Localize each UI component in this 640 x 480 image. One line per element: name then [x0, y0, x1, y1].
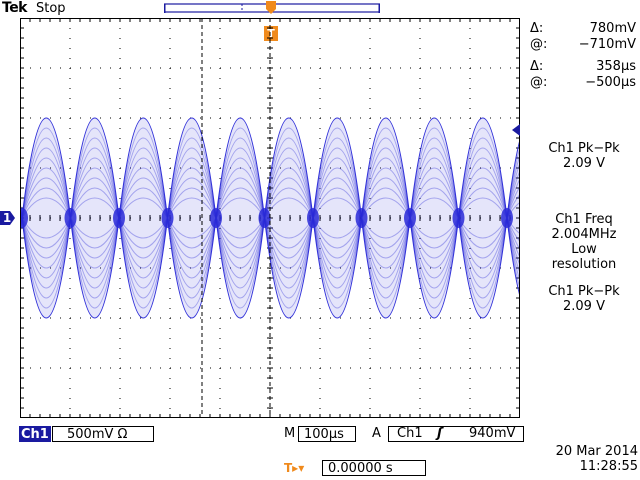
- trigger-offset-icon: T▸▾: [284, 461, 305, 475]
- at-symbol: @:: [530, 75, 548, 90]
- measurement-2-note-2: resolution: [551, 257, 617, 272]
- measurement-1-value: 2.09 V: [563, 156, 605, 171]
- ch1-scale[interactable]: 500mV Ω: [52, 426, 154, 442]
- acquisition-state: Stop: [36, 1, 66, 16]
- measurement-2-label: Ch1 Freq: [555, 212, 613, 227]
- top-bar: Tek Stop: [0, 0, 640, 18]
- cursor-amplitude-at-value: −710mV: [578, 37, 636, 52]
- timebase-prefix: M: [284, 426, 296, 441]
- cursor-time-at-value: −500µs: [585, 75, 636, 90]
- at-symbol: @:: [530, 37, 548, 52]
- rising-edge-icon: ʃ: [437, 426, 443, 441]
- delta-symbol: Δ:: [530, 21, 544, 36]
- measurement-3-label: Ch1 Pk−Pk: [548, 284, 620, 299]
- trigger-prefix: A: [372, 426, 381, 441]
- brand-logo: Tek: [2, 0, 28, 16]
- trigger-point-marker[interactable]: T: [264, 26, 278, 41]
- cursor-lines: [201, 18, 271, 418]
- time: 11:28:55: [579, 459, 638, 474]
- measurement-3-value: 2.09 V: [563, 299, 605, 314]
- ch1-label[interactable]: Ch1: [19, 426, 51, 442]
- measurement-1[interactable]: Ch1 Pk−Pk 2.09 V: [528, 141, 640, 171]
- measurement-2-note: Low: [571, 242, 597, 257]
- trigger-source: Ch1: [397, 426, 423, 441]
- status-bar: Ch1 500mV Ω M 100µs A Ch1 ʃ 940mV T▸▾ 0.…: [0, 418, 640, 480]
- cursor-time-delta-value: 358µs: [596, 59, 636, 74]
- measurement-2[interactable]: Ch1 Freq 2.004MHz Low resolution: [528, 212, 640, 272]
- trigger-level: 940mV: [469, 426, 516, 441]
- date: 20 Mar 2014: [555, 444, 638, 459]
- cursor-amplitude-delta-value: 780mV: [589, 21, 636, 36]
- ch1-ground-marker[interactable]: [0, 210, 16, 226]
- ch1-ground-marker-label: 1: [2, 211, 12, 225]
- measurement-2-value: 2.004MHz: [551, 227, 617, 242]
- measurement-1-label: Ch1 Pk−Pk: [548, 141, 620, 156]
- trigger-settings[interactable]: Ch1 ʃ 940mV: [388, 426, 524, 442]
- trigger-offset-value[interactable]: 0.00000 s: [322, 460, 426, 476]
- timebase-value[interactable]: 100µs: [298, 426, 356, 442]
- readout-panel: Δ: 780mV @: −710mV Δ: 358µs @: −500µs Ch…: [528, 18, 640, 418]
- waveform-display[interactable]: [20, 18, 520, 418]
- trigger-position-icon[interactable]: [265, 0, 277, 14]
- date-time: 20 Mar 2014 11:28:55: [556, 444, 638, 474]
- measurement-3[interactable]: Ch1 Pk−Pk 2.09 V: [528, 284, 640, 314]
- trigger-level-marker[interactable]: [511, 121, 521, 136]
- delta-symbol: Δ:: [530, 59, 544, 74]
